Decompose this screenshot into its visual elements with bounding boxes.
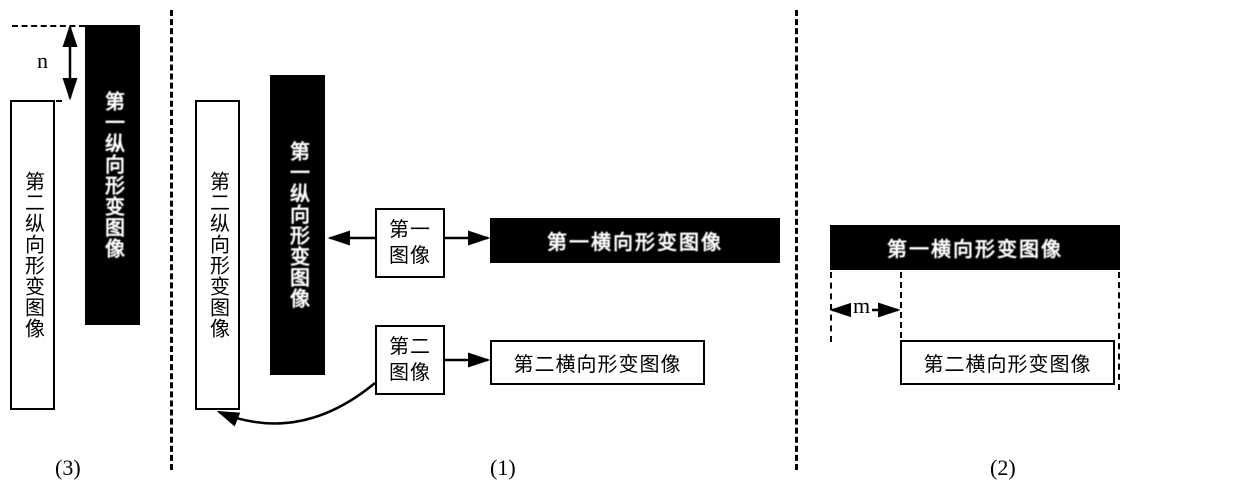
panel3-white-vbox: 第二纵向形变图像 — [10, 100, 55, 410]
dim-arrow-n — [0, 0, 170, 120]
panel-2: 第一横向形变图像 第二横向形变图像 m (2) — [795, 0, 1240, 500]
panel2-caption: (2) — [990, 455, 1016, 481]
panel3-white-vbox-text: 第二纵向形变图像 — [22, 171, 44, 339]
panel3-caption: (3) — [55, 455, 81, 481]
dim-label-n: n — [35, 48, 50, 74]
panel1-arrows — [170, 0, 795, 470]
panel1-caption: (1) — [490, 455, 516, 481]
panel-1: 第二纵向形变图像 第一纵向形变图像 第一 图像 第二 图像 第一横向形变图像 第… — [170, 0, 795, 500]
dim-label-m: m — [851, 293, 872, 319]
dim-arrow-m — [795, 0, 1240, 470]
panel-3: 第一纵向形变图像 第二纵向形变图像 n (3) — [0, 0, 170, 500]
